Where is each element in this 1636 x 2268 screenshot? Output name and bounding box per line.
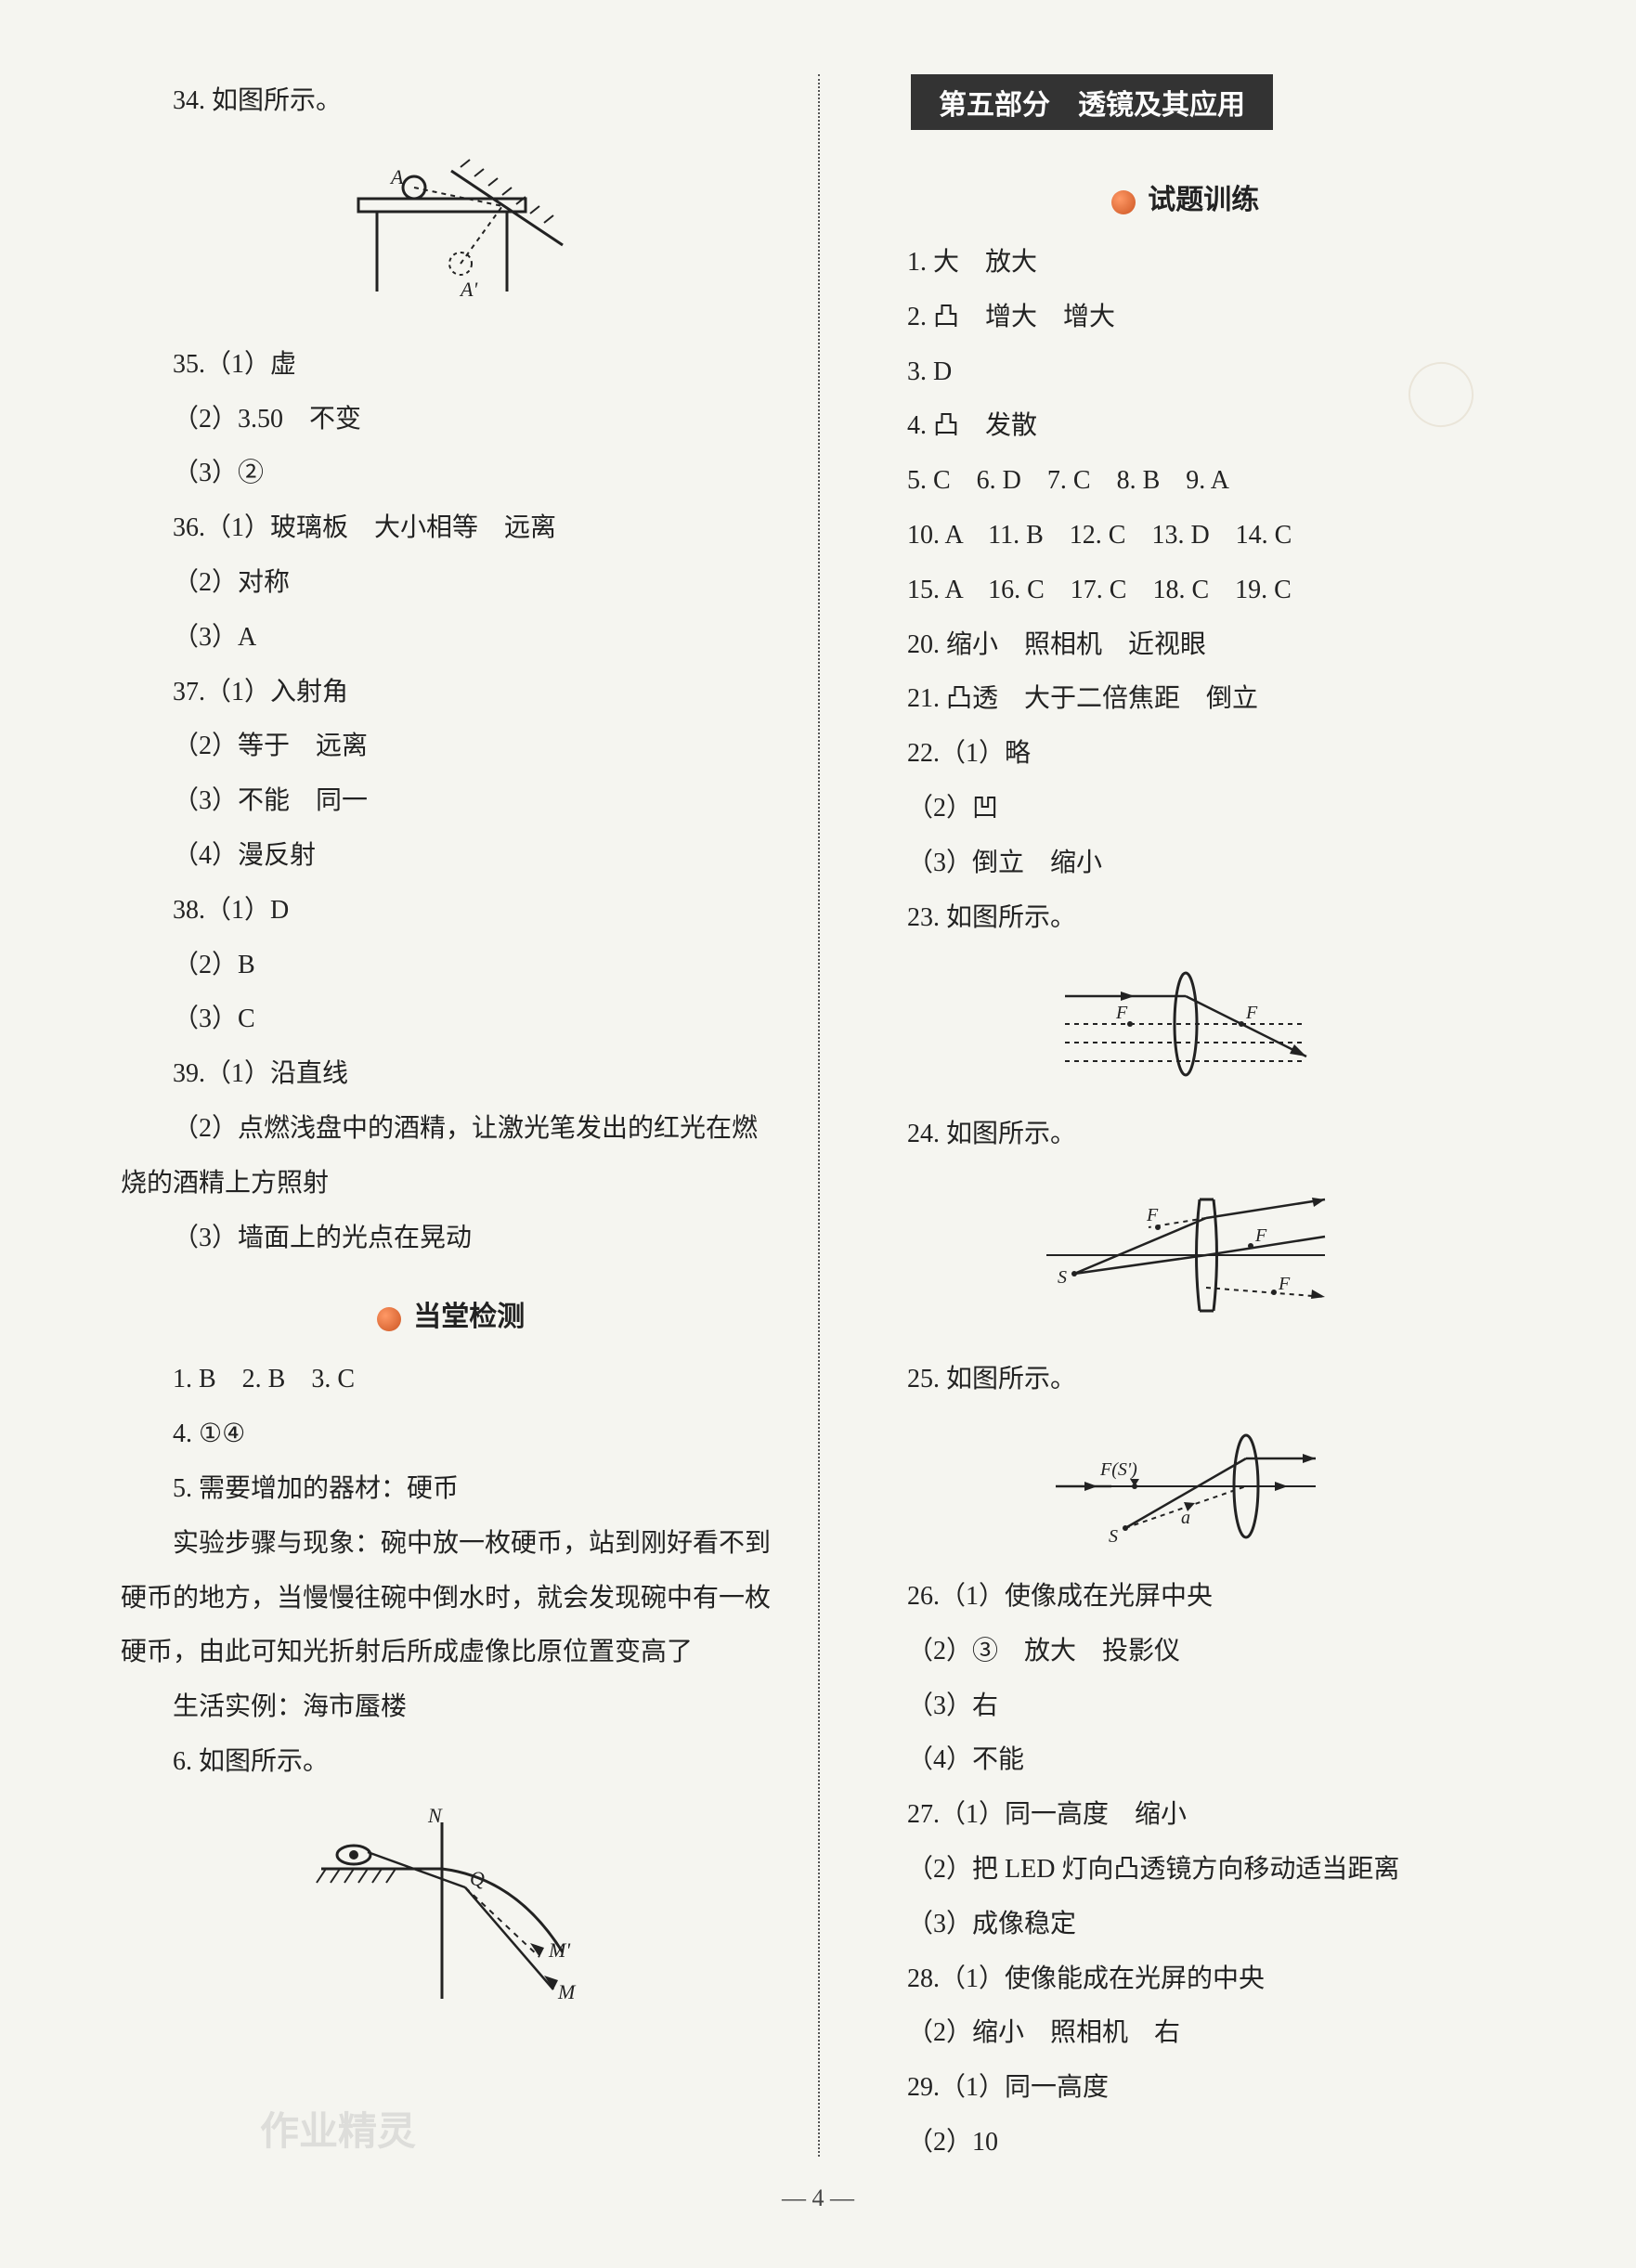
- dt-5a: 5. 需要增加的器材：硬币: [121, 1462, 781, 1517]
- fig25-S: S: [1109, 1526, 1118, 1547]
- r5: 5. C 6. D 7. C 8. B 9. A: [855, 454, 1515, 509]
- r22-2: （2）凹: [855, 782, 1515, 836]
- heading-shiti-text: 试题训练: [1148, 185, 1259, 215]
- q39-3: （3）墙面上的光点在晃动: [121, 1212, 781, 1266]
- q37-3: （3）不能 同一: [121, 774, 781, 829]
- figure-34: A A': [121, 143, 781, 324]
- dt-5c: 生活实例：海市蜃楼: [121, 1680, 781, 1735]
- r10: 10. A 11. B 12. C 13. D 14. C: [855, 509, 1515, 564]
- q35-1: 35.（1）虚: [121, 338, 781, 393]
- r28-1: 28.（1）使像能成在光屏的中央: [855, 1952, 1515, 2007]
- fig24-F3: F: [1278, 1274, 1291, 1294]
- page-number: — 4 —: [782, 2184, 854, 2212]
- column-divider: [818, 74, 820, 2157]
- fig24-F2: F: [1254, 1225, 1267, 1246]
- r26-2: （2）③ 放大 投影仪: [855, 1625, 1515, 1679]
- q36-3: （3）A: [121, 611, 781, 666]
- q38-3: （3）C: [121, 992, 781, 1047]
- fig6-label-N: N: [427, 1804, 443, 1827]
- heading-shiti: 试题训练: [855, 176, 1515, 217]
- r23: 23. 如图所示。: [855, 891, 1515, 946]
- q37-2: （2）等于 远离: [121, 719, 781, 774]
- r15: 15. A 16. C 17. C 18. C 19. C: [855, 564, 1515, 618]
- q38-1: 38.（1）D: [121, 884, 781, 939]
- fig6-label-Mp: M': [548, 1938, 570, 1962]
- r20: 20. 缩小 照相机 近视眼: [855, 618, 1515, 673]
- fig25-a: a: [1181, 1508, 1190, 1528]
- fig24-S: S: [1058, 1267, 1067, 1288]
- fig6-label-M: M: [557, 1980, 577, 2003]
- r1: 1. 大 放大: [855, 236, 1515, 291]
- figure-25: F(S') S a: [855, 1421, 1515, 1556]
- q37-1: 37.（1）入射角: [121, 666, 781, 720]
- q39-2: （2）点燃浅盘中的酒精，让激光笔发出的红光在燃烧的酒精上方照射: [121, 1102, 781, 1212]
- r21: 21. 凸透 大于二倍焦距 倒立: [855, 672, 1515, 727]
- fig6-label-Q: Q: [470, 1867, 485, 1890]
- r29-2: （2）10: [855, 2116, 1515, 2171]
- r24: 24. 如图所示。: [855, 1108, 1515, 1162]
- r22-1: 22.（1）略: [855, 727, 1515, 782]
- q38-2: （2）B: [121, 939, 781, 993]
- figure-23: F F: [855, 959, 1515, 1094]
- r27-2: （2）把 LED 灯向凸透镜方向移动适当距离: [855, 1843, 1515, 1898]
- right-column: 第五部分 透镜及其应用 试题训练 1. 大 放大 2. 凸 增大 增大 3. D…: [837, 74, 1515, 2212]
- r26-4: （4）不能: [855, 1733, 1515, 1788]
- r2: 2. 凸 增大 增大: [855, 291, 1515, 345]
- q35-3: （3）②: [121, 447, 781, 501]
- r25: 25. 如图所示。: [855, 1353, 1515, 1407]
- heading-dangtang: 当堂检测: [121, 1293, 781, 1334]
- q36-2: （2）对称: [121, 556, 781, 611]
- q37-4: （4）漫反射: [121, 829, 781, 884]
- r29-1: 29.（1）同一高度: [855, 2061, 1515, 2116]
- q35-2: （2）3.50 不变: [121, 393, 781, 447]
- dt-6: 6. 如图所示。: [121, 1735, 781, 1790]
- q39-1: 39.（1）沿直线: [121, 1047, 781, 1102]
- r28-2: （2）缩小 照相机 右: [855, 2006, 1515, 2061]
- fig23-F2: F: [1245, 1003, 1258, 1023]
- r22-3: （3）倒立 缩小: [855, 836, 1515, 891]
- dt-4: 4. ①④: [121, 1407, 781, 1462]
- fig23-F1: F: [1115, 1003, 1128, 1023]
- r26-1: 26.（1）使像成在光屏中央: [855, 1570, 1515, 1625]
- fig34-label-Ap: A': [459, 278, 477, 301]
- figure-24: S F F F: [855, 1176, 1515, 1339]
- fig34-label-A: A: [389, 165, 404, 188]
- left-column: 34. 如图所示。: [121, 74, 799, 2212]
- bullet-icon: [1111, 190, 1136, 214]
- dt-1: 1. B 2. B 3. C: [121, 1353, 781, 1407]
- section-header: 第五部分 透镜及其应用: [911, 74, 1273, 130]
- r27-3: （3）成像稳定: [855, 1898, 1515, 1952]
- r26-3: （3）右: [855, 1679, 1515, 1734]
- figure-6: N Q M' M: [121, 1804, 781, 2022]
- heading-dangtang-text: 当堂检测: [413, 1302, 525, 1332]
- bullet-icon: [377, 1307, 401, 1331]
- q34: 34. 如图所示。: [121, 74, 781, 129]
- r27-1: 27.（1）同一高度 缩小: [855, 1788, 1515, 1843]
- fig25-FSp: F(S'): [1099, 1459, 1137, 1480]
- dt-5b: 实验步骤与现象：碗中放一枚硬币，站到刚好看不到硬币的地方，当慢慢往碗中倒水时，就…: [121, 1517, 781, 1680]
- q36-1: 36.（1）玻璃板 大小相等 远离: [121, 501, 781, 556]
- fig24-F1: F: [1146, 1205, 1159, 1225]
